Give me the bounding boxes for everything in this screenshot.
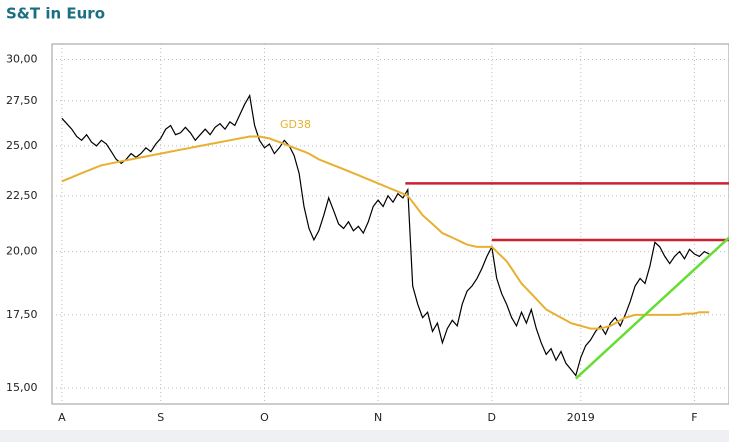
x-tick-label: O xyxy=(260,411,269,424)
y-tick-label: 25,00 xyxy=(6,139,38,152)
x-tick-label: F xyxy=(691,411,697,424)
y-tick-label: 17,50 xyxy=(6,308,38,321)
x-tick-label: N xyxy=(374,411,382,424)
y-tick-label: 22,50 xyxy=(6,189,38,202)
y-tick-label: 15,00 xyxy=(6,381,38,394)
x-tick-label: D xyxy=(488,411,496,424)
y-tick-label: 20,00 xyxy=(6,245,38,258)
plot-area xyxy=(51,43,729,405)
bottom-strip xyxy=(0,430,729,442)
price-line xyxy=(61,93,710,377)
chart-title: S&T in Euro xyxy=(6,5,105,23)
x-tick-label: S xyxy=(157,411,164,424)
x-tick-label: A xyxy=(58,411,66,424)
series-label: GD38 xyxy=(280,118,311,131)
price-line xyxy=(61,135,710,330)
y-tick-label: 30,00 xyxy=(6,53,38,66)
y-tick-label: 27,50 xyxy=(6,94,38,107)
trend-line xyxy=(574,236,729,380)
x-tick-label: 2019 xyxy=(567,411,595,424)
